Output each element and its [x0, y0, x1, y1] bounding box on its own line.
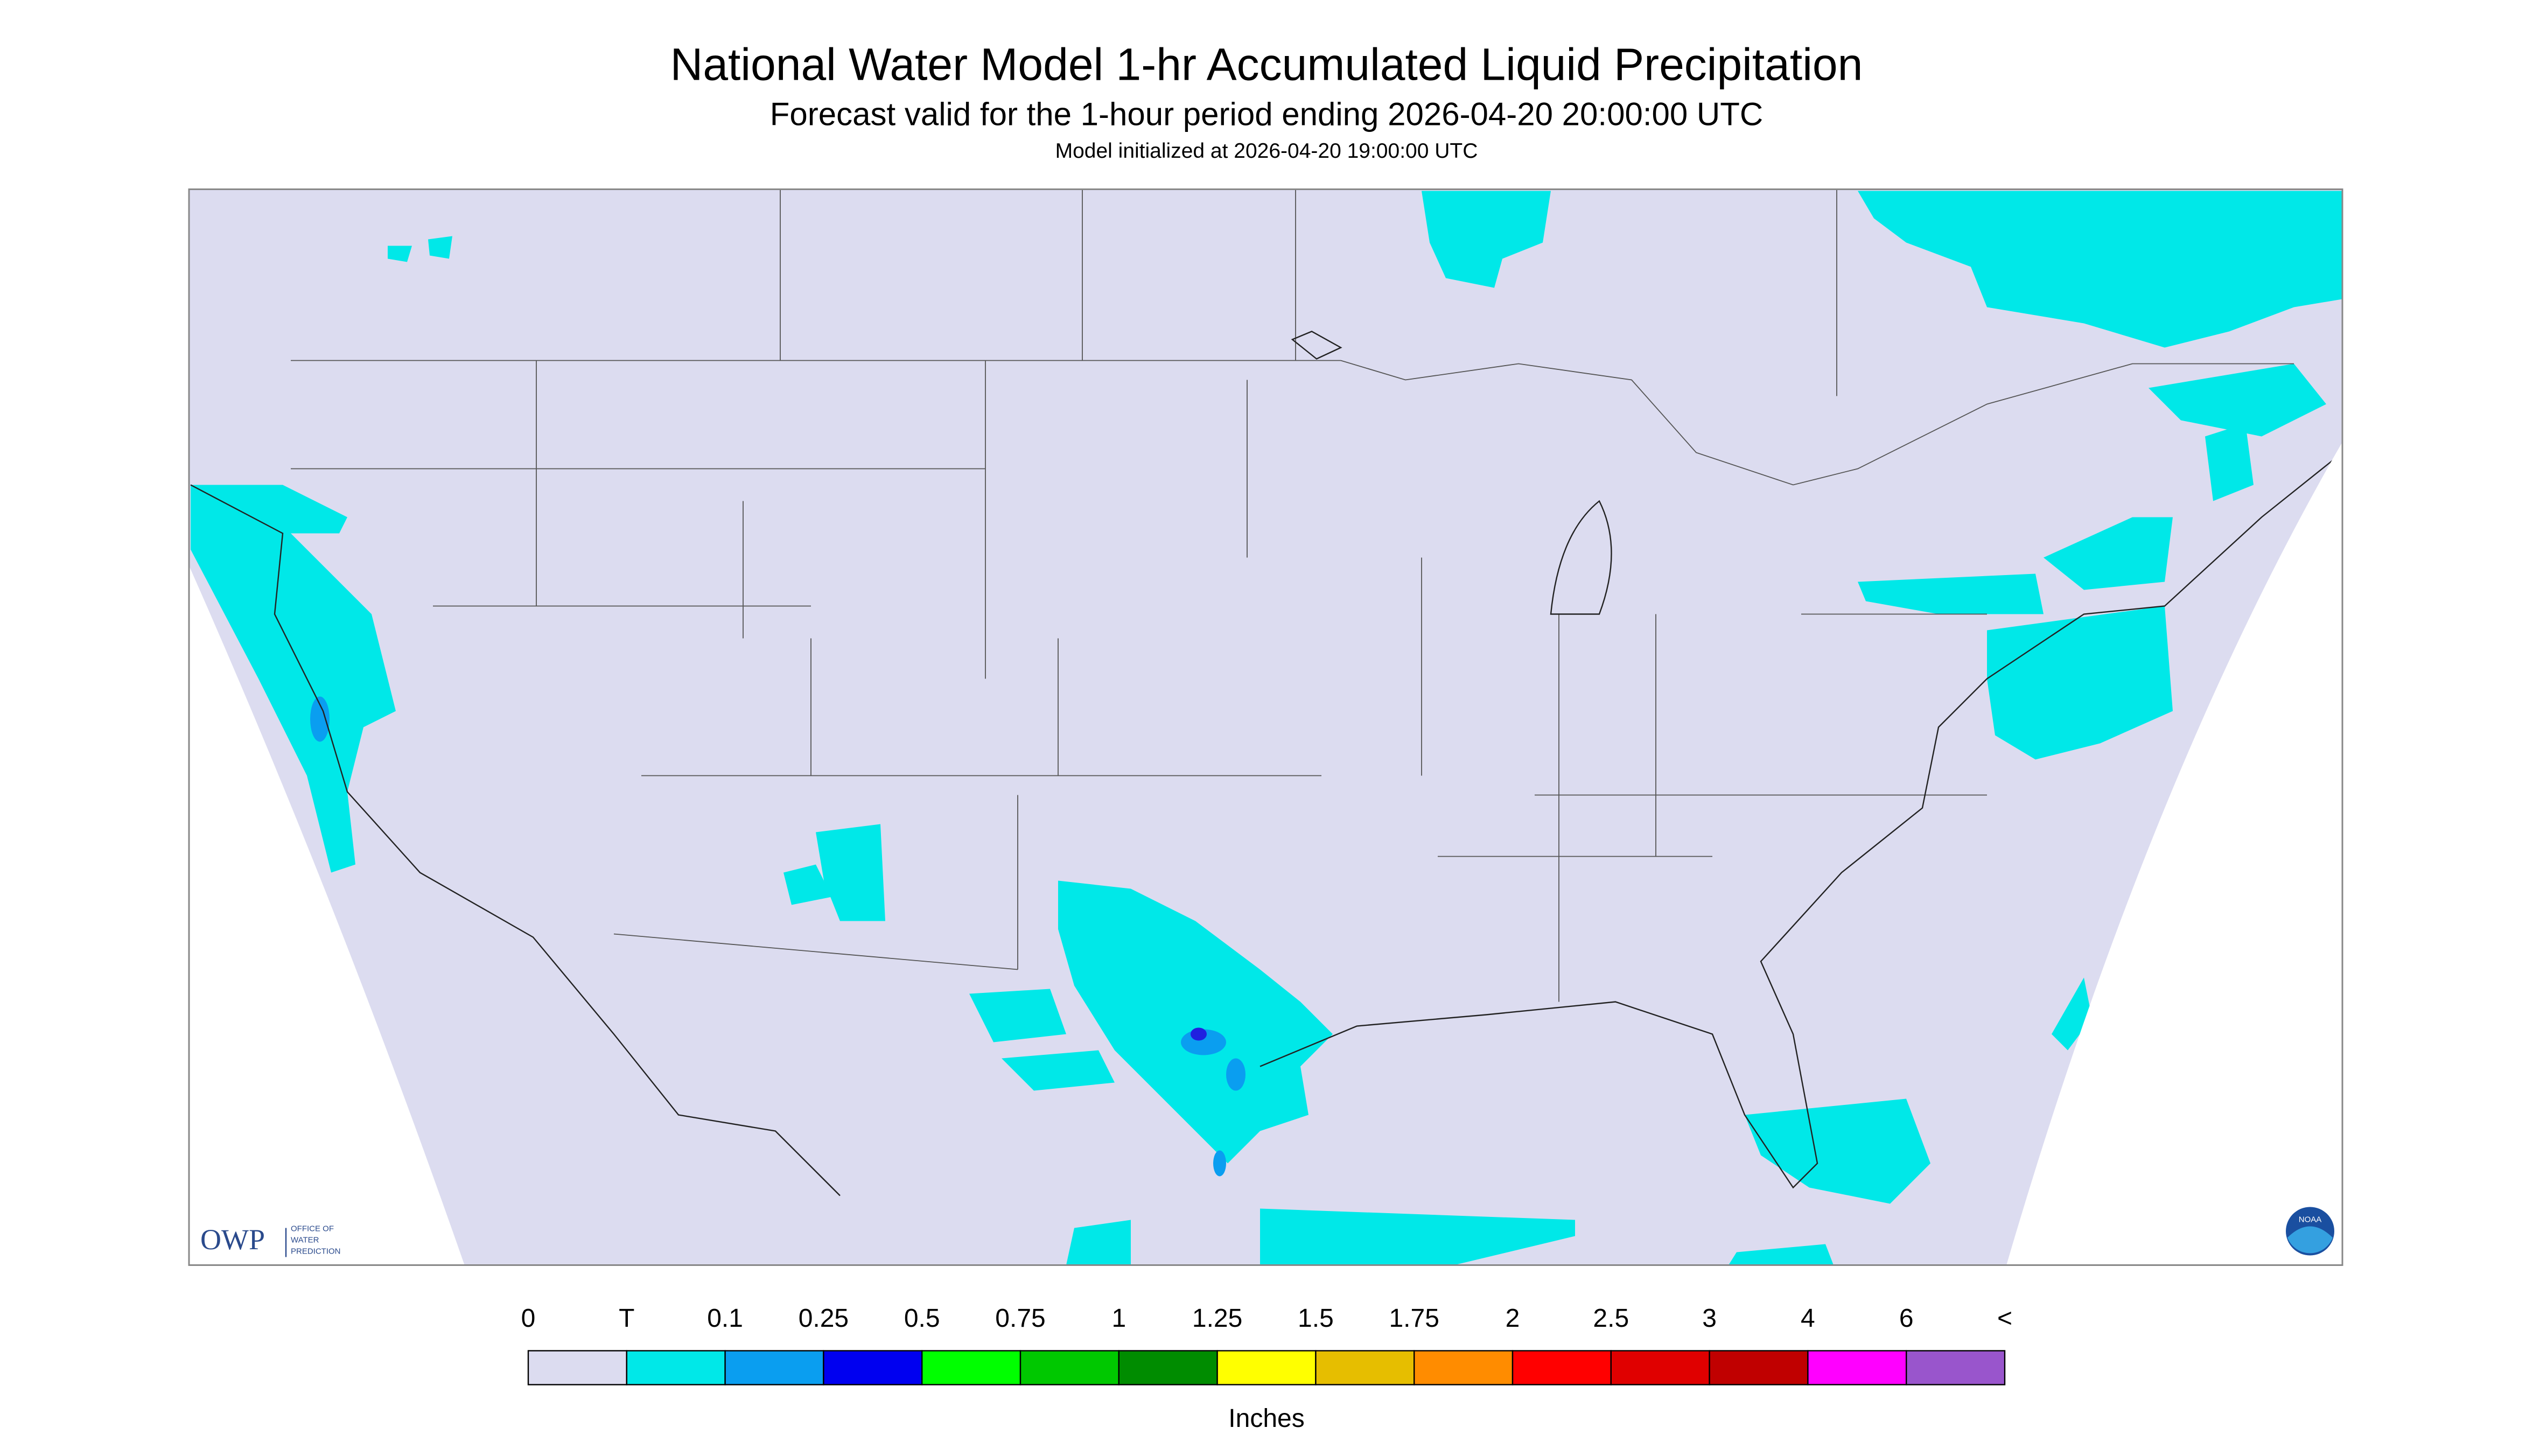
- map: OWP OFFICE OF WATER PREDICTION NOAA: [188, 188, 2343, 1266]
- legend-swatch: [1414, 1350, 1514, 1385]
- legend-swatch: [626, 1350, 726, 1385]
- legend-swatch: [1905, 1350, 2006, 1385]
- init-note: Model initialized at 2026-04-20 19:00:00…: [1055, 139, 1478, 163]
- map-frame: [188, 188, 2343, 1266]
- title: National Water Model 1-hr Accumulated Li…: [670, 39, 1863, 90]
- legend-label: 1: [1111, 1304, 1126, 1333]
- legend-label: 0: [521, 1304, 536, 1333]
- legend-label: T: [619, 1304, 634, 1333]
- legend-swatch: [527, 1350, 628, 1385]
- subtitle: Forecast valid for the 1-hour period end…: [770, 96, 1763, 132]
- no-data-right: [2006, 442, 2342, 1265]
- boundaries: [190, 189, 2342, 1196]
- office-line: OFFICE OF: [291, 1224, 334, 1234]
- legend-label: <: [1997, 1304, 2012, 1333]
- legend-label: 2.5: [1593, 1304, 1629, 1333]
- legend-swatch: [1709, 1350, 1809, 1385]
- legend-label: 1.25: [1192, 1304, 1242, 1333]
- legend-label: 0.5: [904, 1304, 940, 1333]
- legend-swatch: [823, 1350, 923, 1385]
- legend-label: 0.75: [995, 1304, 1045, 1333]
- legend-swatch: [1019, 1350, 1120, 1385]
- noaa-logo: NOAA: [2286, 1207, 2334, 1256]
- legend-label: 4: [1801, 1304, 1815, 1333]
- legend-swatch: [1610, 1350, 1710, 1385]
- legend-swatch: [1807, 1350, 1907, 1385]
- precip-areas: [191, 191, 2342, 1265]
- legend-swatch: [724, 1350, 824, 1385]
- owp-text: OWP: [200, 1223, 265, 1256]
- legend-label: 0.1: [707, 1304, 743, 1333]
- office-line: WATER: [291, 1236, 319, 1245]
- legend-label: 3: [1702, 1304, 1717, 1333]
- legend-swatch: [921, 1350, 1021, 1385]
- legend-swatch: [1118, 1350, 1218, 1385]
- legend-label: 2: [1506, 1304, 1520, 1333]
- legend-swatch: [1512, 1350, 1612, 1385]
- noaa-wave: [2287, 1226, 2333, 1254]
- legend-swatch: [1315, 1350, 1415, 1385]
- legend-label: 6: [1899, 1304, 1914, 1333]
- legend-label: 1.5: [1298, 1304, 1334, 1333]
- legend: 0 T 0.1 0.25 0.5 0.75 1 1.25 1.5 1.75 2 2.5 3 4 6 <: [521, 1304, 2012, 1385]
- office-line: PREDICTION: [291, 1247, 341, 1256]
- legend-label: 1.75: [1389, 1304, 1439, 1333]
- legend-label: 0.25: [799, 1304, 849, 1333]
- legend-units: Inches: [1228, 1404, 1304, 1433]
- noaa-text: NOAA: [2299, 1215, 2322, 1224]
- owp-logo: OWP OFFICE OF WATER PREDICTION: [200, 1223, 341, 1257]
- legend-swatch: [1216, 1350, 1317, 1385]
- no-data-left: [189, 565, 465, 1265]
